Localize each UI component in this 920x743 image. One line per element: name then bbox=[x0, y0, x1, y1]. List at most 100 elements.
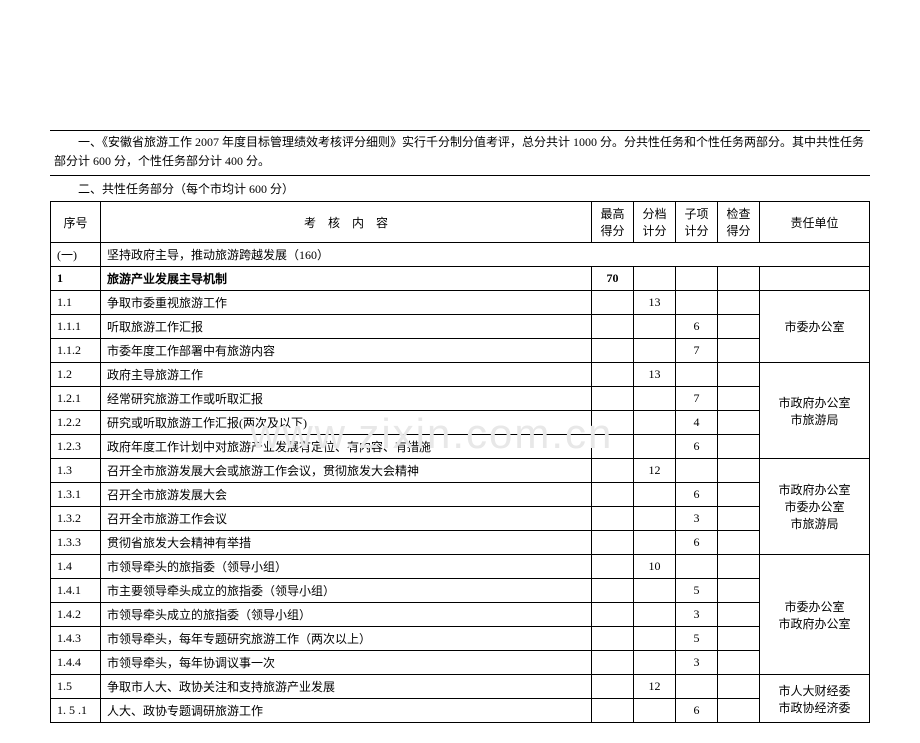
cell-content: 听取旅游工作汇报 bbox=[101, 315, 592, 339]
cell-no: 1.2.2 bbox=[51, 411, 101, 435]
cell-tier bbox=[634, 339, 676, 363]
table-row: 1.1 争取市委重视旅游工作 13 市委办公室 bbox=[51, 291, 870, 315]
cell-tier: 13 bbox=[634, 291, 676, 315]
cell-no: 1.4.4 bbox=[51, 651, 101, 675]
cell-tier: 13 bbox=[634, 363, 676, 387]
table-row: 1.3 召开全市旅游发展大会或旅游工作会议，贯彻旅发大会精神 12 市政府办公室… bbox=[51, 459, 870, 483]
cell-content: 市领导牵头的旅指委（领导小组） bbox=[101, 555, 592, 579]
cell-no: 1. 5 .1 bbox=[51, 699, 101, 723]
cell-content: 贯彻省旅发大会精神有举措 bbox=[101, 531, 592, 555]
cell-content: 市领导牵头，每年专题研究旅游工作（两次以上） bbox=[101, 627, 592, 651]
cell-tier bbox=[634, 483, 676, 507]
cell-tier: 12 bbox=[634, 459, 676, 483]
cell-sub bbox=[676, 459, 718, 483]
table-row: 1.1.1 听取旅游工作汇报 6 bbox=[51, 315, 870, 339]
cell-max bbox=[592, 507, 634, 531]
cell-max: 70 bbox=[592, 267, 634, 291]
table-row: 1.1.2 市委年度工作部署中有旅游内容 7 bbox=[51, 339, 870, 363]
document-container: www.zixin.com.cn 一、《安徽省旅游工作 2007 年度目标管理绩… bbox=[50, 130, 870, 723]
cell-no: 1.3 bbox=[51, 459, 101, 483]
cell-check bbox=[718, 315, 760, 339]
cell-unit: 市政府办公室 市委办公室 市旅游局 bbox=[760, 459, 870, 555]
cell-check bbox=[718, 651, 760, 675]
cell-check bbox=[718, 579, 760, 603]
cell-sub bbox=[676, 291, 718, 315]
cell-max bbox=[592, 387, 634, 411]
cell-check bbox=[718, 531, 760, 555]
cell-content: 市主要领导牵头成立的旅指委（领导小组） bbox=[101, 579, 592, 603]
cell-content: 人大、政协专题调研旅游工作 bbox=[101, 699, 592, 723]
cell-sub bbox=[676, 267, 718, 291]
cell-max bbox=[592, 315, 634, 339]
cell-unit: 市委办公室 bbox=[760, 291, 870, 363]
cell-no: 1.1 bbox=[51, 291, 101, 315]
cell-no: 1.1.1 bbox=[51, 315, 101, 339]
cell-sub: 7 bbox=[676, 339, 718, 363]
cell-check bbox=[718, 411, 760, 435]
cell-max bbox=[592, 627, 634, 651]
cell-max bbox=[592, 483, 634, 507]
cell-check bbox=[718, 459, 760, 483]
cell-sub: 5 bbox=[676, 627, 718, 651]
cell-tier bbox=[634, 579, 676, 603]
cell-sub: 3 bbox=[676, 603, 718, 627]
cell-sub: 6 bbox=[676, 483, 718, 507]
cell-content: 召开全市旅游发展大会 bbox=[101, 483, 592, 507]
table-row: 1.2 政府主导旅游工作 13 市政府办公室 市旅游局 bbox=[51, 363, 870, 387]
cell-max bbox=[592, 411, 634, 435]
table-row: 1.4 市领导牵头的旅指委（领导小组） 10 市委办公室 市政府办公室 bbox=[51, 555, 870, 579]
cell-unit bbox=[760, 267, 870, 291]
cell-max bbox=[592, 435, 634, 459]
cell-tier bbox=[634, 699, 676, 723]
table-row: (一) 坚持政府主导，推动旅游跨越发展（160） bbox=[51, 243, 870, 267]
cell-tier: 10 bbox=[634, 555, 676, 579]
cell-content: 坚持政府主导，推动旅游跨越发展（160） bbox=[101, 243, 870, 267]
cell-content: 政府年度工作计划中对旅游产业发展有定位、有内容、有措施 bbox=[101, 435, 592, 459]
cell-check bbox=[718, 339, 760, 363]
cell-check bbox=[718, 387, 760, 411]
cell-unit: 市政府办公室 市旅游局 bbox=[760, 363, 870, 459]
table-row: 1.2.3 政府年度工作计划中对旅游产业发展有定位、有内容、有措施 6 bbox=[51, 435, 870, 459]
cell-tier: 12 bbox=[634, 675, 676, 699]
cell-max bbox=[592, 363, 634, 387]
cell-check bbox=[718, 291, 760, 315]
header-tier: 分档计分 bbox=[634, 202, 676, 243]
cell-no: 1.1.2 bbox=[51, 339, 101, 363]
cell-content: 旅游产业发展主导机制 bbox=[101, 267, 592, 291]
cell-max bbox=[592, 603, 634, 627]
header-max: 最高得分 bbox=[592, 202, 634, 243]
cell-max bbox=[592, 291, 634, 315]
table-row: 1.2.1 经常研究旅游工作或听取汇报 7 bbox=[51, 387, 870, 411]
cell-sub: 3 bbox=[676, 507, 718, 531]
cell-no: 1 bbox=[51, 267, 101, 291]
cell-no: 1.4.3 bbox=[51, 627, 101, 651]
cell-sub: 6 bbox=[676, 315, 718, 339]
table-row: 1.5 争取市人大、政协关注和支持旅游产业发展 12 市人大财经委 市政协经济委 bbox=[51, 675, 870, 699]
cell-sub bbox=[676, 555, 718, 579]
cell-no: (一) bbox=[51, 243, 101, 267]
cell-unit: 市人大财经委 市政协经济委 bbox=[760, 675, 870, 723]
cell-sub bbox=[676, 363, 718, 387]
header-row: 序号 考 核 内 容 最高得分 分档计分 子项计分 检查得分 责任单位 bbox=[51, 202, 870, 243]
table-row: 1 旅游产业发展主导机制 70 bbox=[51, 267, 870, 291]
cell-no: 1.3.1 bbox=[51, 483, 101, 507]
table-row: 1.4.4 市领导牵头，每年协调议事一次 3 bbox=[51, 651, 870, 675]
table-row: 1.4.1 市主要领导牵头成立的旅指委（领导小组） 5 bbox=[51, 579, 870, 603]
header-sub: 子项计分 bbox=[676, 202, 718, 243]
cell-max bbox=[592, 555, 634, 579]
cell-no: 1.5 bbox=[51, 675, 101, 699]
cell-sub: 7 bbox=[676, 387, 718, 411]
cell-no: 1.3.3 bbox=[51, 531, 101, 555]
cell-no: 1.2.3 bbox=[51, 435, 101, 459]
cell-sub: 6 bbox=[676, 435, 718, 459]
cell-content: 市领导牵头，每年协调议事一次 bbox=[101, 651, 592, 675]
cell-max bbox=[592, 699, 634, 723]
intro-paragraph-2: 二、共性任务部分（每个市均计 600 分） bbox=[50, 175, 870, 201]
header-content: 考 核 内 容 bbox=[101, 202, 592, 243]
cell-content: 召开全市旅游发展大会或旅游工作会议，贯彻旅发大会精神 bbox=[101, 459, 592, 483]
cell-tier bbox=[634, 507, 676, 531]
cell-sub: 6 bbox=[676, 531, 718, 555]
cell-no: 1.4.1 bbox=[51, 579, 101, 603]
cell-content: 争取市人大、政协关注和支持旅游产业发展 bbox=[101, 675, 592, 699]
cell-no: 1.2.1 bbox=[51, 387, 101, 411]
